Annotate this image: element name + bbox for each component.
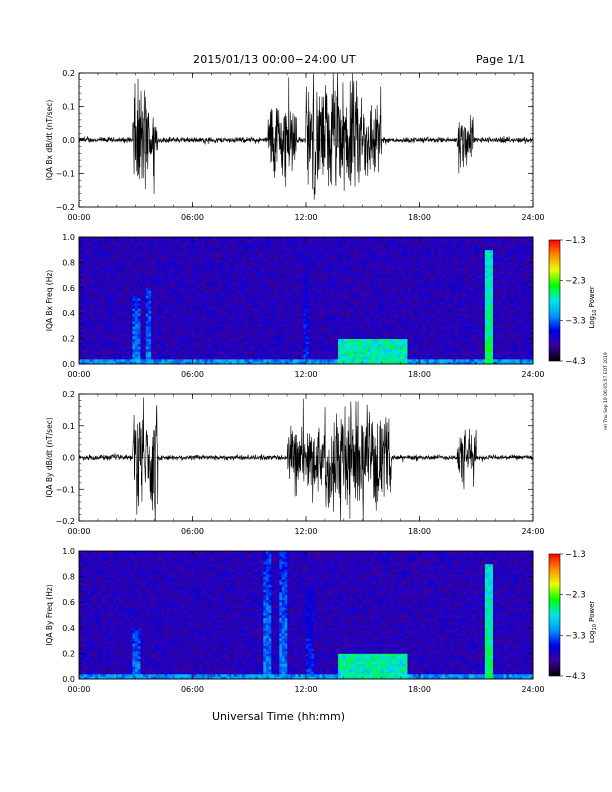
y-tick-label: 0.2 xyxy=(62,390,75,399)
y-tick-label: 0.0 xyxy=(62,360,75,369)
colorbar-title: Log10 Power xyxy=(588,601,598,643)
panel-2: −1.3 −2.3 −3.3 −4.3 Log10 Power 1.0 0.8 0.6 0.4 0… xyxy=(45,233,598,379)
colorbar-tick-label: −2.3 xyxy=(565,591,586,601)
colorbar xyxy=(548,239,561,362)
series-line xyxy=(79,397,533,521)
y-tick-label: 0.2 xyxy=(62,649,75,658)
y-tick-label: 1.0 xyxy=(62,233,75,242)
y-tick-label: 0.4 xyxy=(62,309,75,318)
x-tick-label: 00:00 xyxy=(67,370,90,379)
y-tick-label: 0.8 xyxy=(62,573,75,582)
page-number: Page 1/1 xyxy=(476,53,526,66)
y-tick-label: 0.1 xyxy=(62,103,75,112)
colorbar-tick-label: −1.3 xyxy=(565,236,586,246)
x-tick-label: 24:00 xyxy=(521,370,544,379)
y-tick-label: 1.0 xyxy=(62,547,75,556)
x-tick-label: 12:00 xyxy=(294,213,317,222)
x-tick-label: 00:00 xyxy=(67,527,90,536)
y-axis-title: IQA Bx dB/dt (nT/sec) xyxy=(45,100,54,181)
x-tick-label: 12:00 xyxy=(294,527,317,536)
colorbar-title: Log10 Power xyxy=(588,286,598,328)
x-tick-label: 24:00 xyxy=(521,527,544,536)
panel-3: 0.2 0.1 0.0 −0.1 −0.200:00 06:00 12:00 18:00 24:… xyxy=(45,390,545,536)
series-line xyxy=(79,73,533,200)
x-tick-label: 24:00 xyxy=(521,685,544,694)
x-tick-label: 06:00 xyxy=(181,685,204,694)
panel-1: 0.2 0.1 0.0 −0.1 −0.200:00 06:00 12:00 18:00 24:… xyxy=(45,69,545,222)
x-tick-label: 18:00 xyxy=(408,370,431,379)
y-tick-label: −0.2 xyxy=(56,517,75,526)
y-tick-label: 0.0 xyxy=(62,454,75,463)
y-tick-label: −0.2 xyxy=(56,203,75,212)
spectrogram xyxy=(79,237,534,365)
y-tick-label: 0.2 xyxy=(62,335,75,344)
y-tick-label: −0.1 xyxy=(56,170,75,179)
x-tick-label: 18:00 xyxy=(408,527,431,536)
y-axis-title: IQA Bx Freq (Hz) xyxy=(45,270,54,332)
x-tick-label: 06:00 xyxy=(181,527,204,536)
x-axis-title: Universal Time (hh:mm) xyxy=(212,710,345,723)
x-tick-label: 18:00 xyxy=(408,685,431,694)
y-tick-label: 0.2 xyxy=(62,69,75,78)
colorbar-tick-label: −1.3 xyxy=(565,550,586,560)
y-axis-title: IQA By Freq (Hz) xyxy=(45,584,54,646)
colorbar-tick-label: −4.3 xyxy=(565,357,586,367)
colorbar-tick-label: −3.3 xyxy=(565,317,586,327)
colorbar-tick-label: −4.3 xyxy=(565,672,586,682)
y-tick-label: 0.1 xyxy=(62,422,75,431)
y-tick-label: 0.0 xyxy=(62,136,75,145)
x-tick-label: 06:00 xyxy=(181,213,204,222)
x-tick-label: 12:00 xyxy=(294,685,317,694)
x-tick-label: 12:00 xyxy=(294,370,317,379)
x-tick-label: 06:00 xyxy=(181,370,204,379)
y-tick-label: 0.0 xyxy=(62,675,75,684)
y-tick-label: 0.6 xyxy=(62,598,75,607)
x-tick-label: 18:00 xyxy=(408,213,431,222)
colorbar xyxy=(548,553,561,677)
spectrogram xyxy=(79,551,534,680)
colorbar-tick-label: −3.3 xyxy=(565,631,586,641)
panel-4: −1.3 −2.3 −3.3 −4.3 Log10 Power 1.0 0.8 0.6 0.4 0… xyxy=(45,547,598,694)
x-tick-label: 00:00 xyxy=(67,213,90,222)
y-tick-label: 0.4 xyxy=(62,624,75,633)
x-tick-label: 24:00 xyxy=(521,213,544,222)
y-tick-label: −0.1 xyxy=(56,485,75,494)
y-axis-title: IQA By dB/dt (nT/sec) xyxy=(45,417,54,498)
y-tick-label: 0.6 xyxy=(62,284,75,293)
y-tick-label: 0.8 xyxy=(62,258,75,267)
x-tick-label: 00:00 xyxy=(67,685,90,694)
page-title: 2015/01/13 00:00−24:00 UT xyxy=(193,53,356,66)
colorbar-tick-label: −2.3 xyxy=(565,276,586,286)
